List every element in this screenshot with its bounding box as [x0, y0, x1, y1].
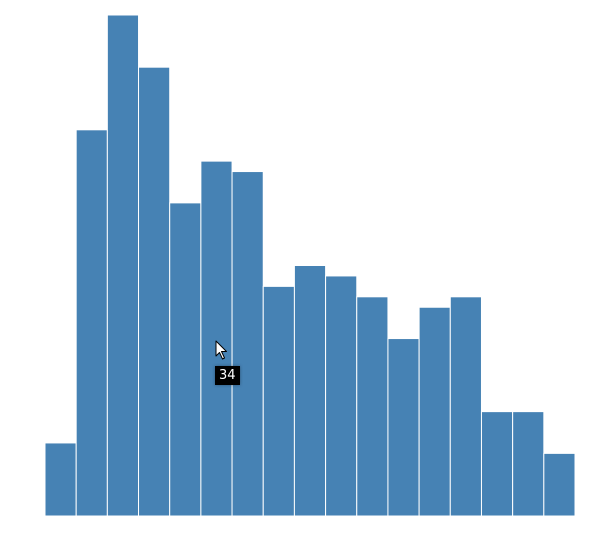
histogram-bar-7[interactable]: [231, 171, 264, 517]
histogram-bar-4[interactable]: [138, 66, 171, 517]
histogram-bar-16[interactable]: [512, 411, 545, 517]
histogram-bar-9[interactable]: [293, 265, 327, 517]
arrow-pointer-icon: [215, 340, 227, 360]
histogram-bar-5[interactable]: [169, 202, 202, 517]
histogram-bar-14[interactable]: [449, 296, 482, 517]
histogram-bar-11[interactable]: [356, 296, 389, 517]
histogram-bar-2[interactable]: [75, 129, 108, 517]
histogram-bar-13[interactable]: [418, 306, 451, 517]
value-tooltip: 34: [215, 366, 240, 385]
histogram-bar-15[interactable]: [480, 411, 514, 517]
histogram-bar-8[interactable]: [262, 285, 295, 517]
histogram-bar-12[interactable]: [387, 338, 420, 517]
bars-group: [44, 14, 576, 517]
histogram-bar-1[interactable]: [44, 442, 77, 517]
histogram-bar-6[interactable]: [200, 160, 233, 517]
histogram-bar-10[interactable]: [325, 275, 358, 517]
histogram-bar-3[interactable]: [106, 14, 140, 517]
histogram-bar-17[interactable]: [543, 452, 576, 517]
